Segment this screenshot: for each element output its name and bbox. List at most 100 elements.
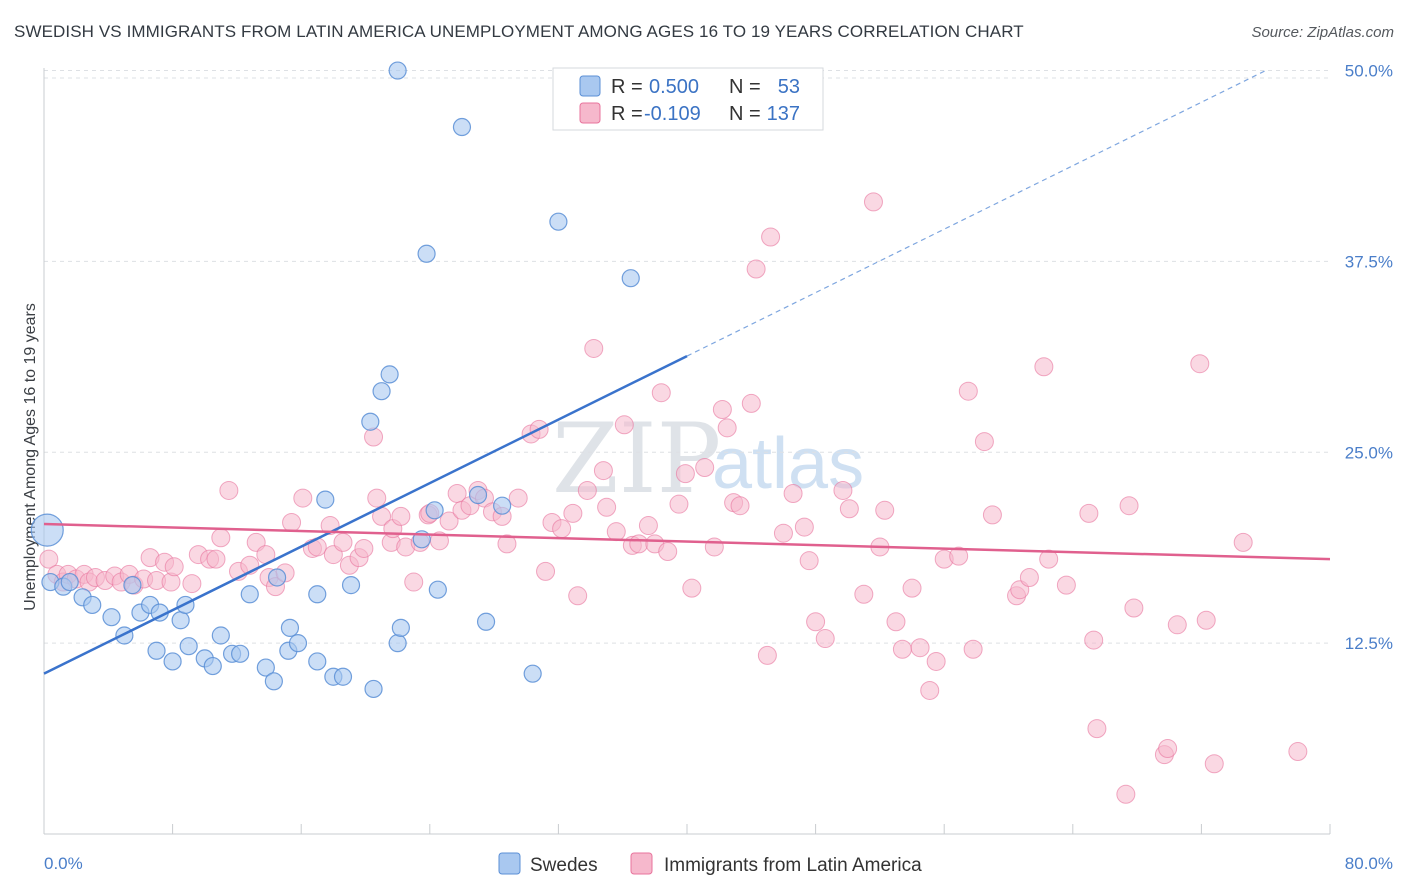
data-point-swedes (476, 612, 496, 631)
data-point-latin (293, 488, 313, 508)
data-point-latin (799, 551, 819, 571)
data-point-latin (1233, 532, 1253, 552)
data-point-latin (958, 381, 978, 401)
y-tick-label: 12.5% (1345, 634, 1393, 653)
bottom-legend-swatch-swedes (498, 852, 521, 875)
data-point-latin (658, 542, 678, 562)
data-point-latin (568, 586, 588, 606)
data-point-swedes (179, 637, 198, 656)
data-point-latin (682, 578, 702, 598)
x-tick-marks (43, 824, 1331, 834)
correlation-legend: R = 0.500 N = 53 R = -0.109 N = 137 (552, 67, 824, 131)
legend-swatch-latin (579, 102, 601, 124)
data-point-swedes (388, 634, 407, 653)
data-point-latin (695, 458, 715, 478)
data-point-swedes (549, 212, 568, 231)
data-point-swedes (203, 656, 222, 676)
x-tick-label-min: 0.0% (44, 854, 83, 873)
data-point-latin (806, 612, 826, 632)
data-point-latin (675, 464, 695, 484)
data-point-latin (164, 557, 184, 577)
data-point-latin (974, 432, 994, 452)
data-point-swedes (83, 595, 102, 615)
trend-lines (43, 70, 1331, 675)
data-point-latin (577, 480, 597, 500)
data-point-latin (1119, 496, 1139, 516)
data-point-swedes (493, 496, 512, 515)
trend-line-latin (43, 522, 1331, 561)
legend-r-label-swedes: R = (611, 76, 643, 98)
data-point-swedes (264, 672, 283, 691)
data-point-latin (875, 500, 895, 520)
data-point-swedes (308, 652, 327, 671)
data-point-swedes (60, 572, 79, 592)
data-point-latin (1204, 754, 1224, 774)
data-point-latin (783, 483, 803, 503)
y-tick-label: 25.0% (1345, 443, 1393, 462)
bottom-legend-label-latin: Immigrants from Latin America (664, 855, 922, 876)
trend-line-swedes (43, 354, 688, 675)
data-point-latin (910, 638, 930, 658)
data-point-swedes (364, 679, 383, 699)
data-point-latin (1087, 719, 1107, 739)
data-point-latin (211, 528, 231, 548)
legend-r-value-swedes: 0.500 (649, 76, 699, 98)
data-point-latin (833, 480, 853, 500)
data-point-latin (712, 400, 732, 420)
data-point-swedes (417, 244, 436, 263)
data-point-latin (963, 639, 983, 659)
data-point-swedes (333, 667, 353, 686)
data-point-swedes (267, 568, 287, 587)
data-point-latin (39, 549, 59, 569)
data-point-swedes (231, 644, 250, 663)
data-point-latin (741, 393, 761, 413)
data-point-swedes (388, 61, 407, 80)
data-point-latin (717, 418, 737, 438)
watermark-zip: ZIP (552, 403, 721, 515)
data-point-latin (1056, 575, 1076, 595)
data-point-swedes (372, 382, 391, 401)
data-point-latin (282, 513, 302, 533)
data-point-latin (730, 496, 750, 516)
data-point-swedes (30, 513, 64, 547)
data-point-latin (746, 259, 766, 279)
data-point-latin (839, 499, 859, 519)
series-latin-america-points (39, 192, 1308, 804)
data-point-latin (1019, 567, 1039, 587)
legend-n-value-swedes: 53 (778, 76, 800, 98)
data-point-latin (949, 546, 969, 566)
data-point-latin (1196, 610, 1216, 630)
data-point-swedes (123, 576, 142, 595)
data-point-latin (391, 506, 411, 526)
data-point-latin (926, 651, 946, 671)
data-point-latin (333, 532, 353, 552)
data-point-latin (669, 494, 689, 514)
chart-title: SWEDISH VS IMMIGRANTS FROM LATIN AMERICA… (14, 22, 1024, 41)
data-point-latin (757, 645, 777, 665)
series-swedes-points (30, 61, 640, 699)
data-point-latin (1167, 615, 1187, 635)
data-point-latin (1158, 738, 1178, 758)
data-point-latin (1079, 503, 1099, 523)
data-point-swedes (468, 485, 488, 505)
series-legend: Swedes Immigrants from Latin America (498, 852, 922, 876)
data-point-latin (354, 538, 374, 558)
legend-r-label-latin: R = (611, 103, 643, 125)
data-point-latin (815, 629, 835, 649)
data-point-latin (497, 534, 517, 554)
data-point-swedes (147, 641, 166, 660)
data-point-latin (536, 561, 556, 581)
legend-n-value-latin: 137 (767, 103, 800, 125)
data-point-latin (638, 516, 658, 536)
data-point-latin (439, 511, 459, 531)
data-point-latin (1116, 784, 1136, 804)
legend-n-label-swedes: N = (729, 76, 761, 98)
data-point-latin (629, 534, 649, 554)
data-point-latin (902, 578, 922, 598)
data-point-latin (1084, 630, 1104, 650)
data-point-latin (597, 497, 617, 517)
data-point-swedes (280, 618, 300, 637)
data-point-latin (1288, 742, 1308, 762)
data-point-latin (1124, 598, 1144, 618)
data-point-latin (761, 227, 781, 247)
